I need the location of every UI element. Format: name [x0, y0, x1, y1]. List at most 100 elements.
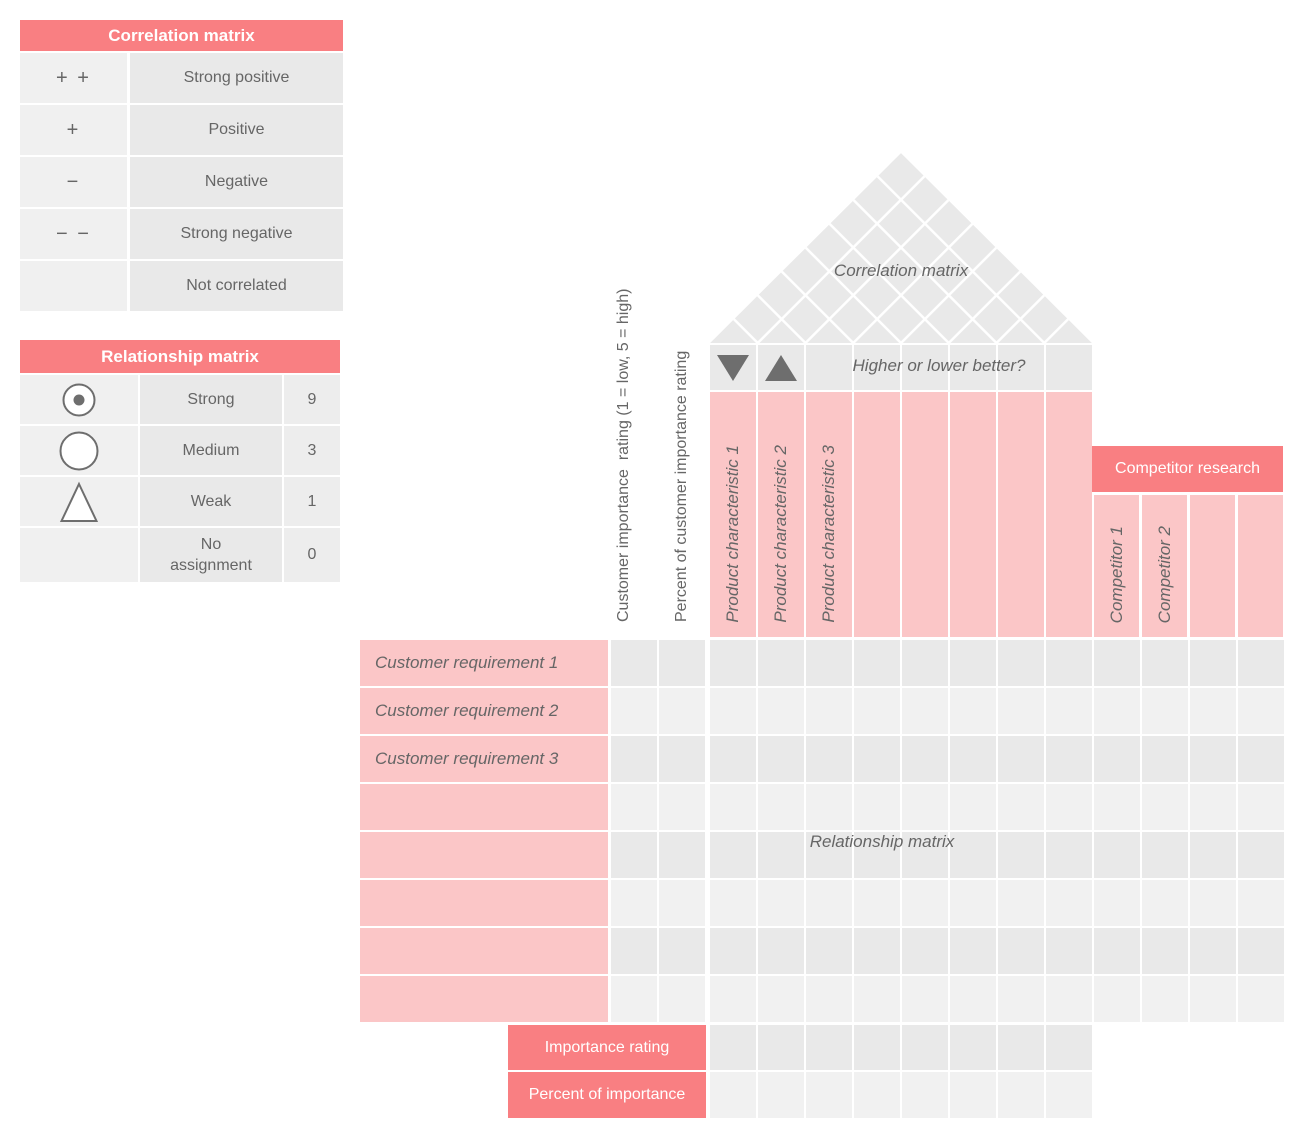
matrix-cell[interactable] [1094, 736, 1140, 782]
direction-cell[interactable] [758, 345, 804, 390]
product-characteristic-column[interactable] [902, 392, 948, 637]
matrix-cell[interactable] [710, 832, 756, 878]
importance-cell[interactable] [758, 1025, 804, 1070]
percent-cell[interactable] [806, 1072, 852, 1118]
matrix-cell[interactable] [1238, 688, 1284, 734]
matrix-cell[interactable] [710, 688, 756, 734]
matrix-cell[interactable] [1142, 880, 1188, 926]
matrix-cell[interactable] [902, 976, 948, 1022]
matrix-cell[interactable] [806, 640, 852, 686]
matrix-cell[interactable] [1142, 736, 1188, 782]
matrix-cell[interactable] [1094, 640, 1140, 686]
matrix-cell[interactable] [902, 688, 948, 734]
matrix-cell[interactable] [1142, 832, 1188, 878]
matrix-cell[interactable] [854, 736, 900, 782]
matrix-cell[interactable] [710, 928, 756, 974]
matrix-cell[interactable] [611, 784, 657, 830]
direction-cell[interactable] [998, 345, 1044, 390]
importance-cell[interactable] [950, 1025, 996, 1070]
matrix-cell[interactable] [1190, 736, 1236, 782]
matrix-cell[interactable] [1238, 736, 1284, 782]
matrix-cell[interactable] [659, 832, 705, 878]
importance-cell[interactable] [1046, 1025, 1092, 1070]
matrix-cell[interactable] [1142, 976, 1188, 1022]
customer-requirement-cell[interactable] [360, 976, 608, 1022]
importance-cell[interactable] [998, 1025, 1044, 1070]
product-characteristic-column[interactable]: Product characteristic 1 [710, 392, 756, 637]
matrix-cell[interactable] [710, 736, 756, 782]
roof-correlation-matrix[interactable] [710, 153, 1092, 343]
matrix-cell[interactable] [1142, 784, 1188, 830]
matrix-cell[interactable] [1046, 880, 1092, 926]
product-characteristic-column[interactable] [1046, 392, 1092, 637]
customer-requirement-cell[interactable]: Customer requirement 1 [360, 640, 608, 686]
matrix-cell[interactable] [611, 976, 657, 1022]
competitor-research-header[interactable]: Competitor research [1092, 446, 1283, 492]
matrix-cell[interactable] [902, 928, 948, 974]
percent-cell[interactable] [902, 1072, 948, 1118]
percent-cell[interactable] [950, 1072, 996, 1118]
matrix-cell[interactable] [1046, 976, 1092, 1022]
matrix-cell[interactable] [1046, 784, 1092, 830]
competitor-column[interactable]: Competitor 2 [1142, 495, 1187, 637]
customer-requirement-cell[interactable] [360, 880, 608, 926]
matrix-cell[interactable] [998, 640, 1044, 686]
customer-requirement-cell[interactable] [360, 928, 608, 974]
matrix-cell[interactable] [854, 640, 900, 686]
matrix-cell[interactable] [1046, 832, 1092, 878]
matrix-cell[interactable] [998, 736, 1044, 782]
matrix-cell[interactable] [659, 976, 705, 1022]
matrix-cell[interactable] [758, 784, 804, 830]
percent-cell[interactable] [854, 1072, 900, 1118]
customer-requirement-cell[interactable] [360, 784, 608, 830]
importance-cell[interactable] [902, 1025, 948, 1070]
direction-cell[interactable] [1046, 345, 1092, 390]
matrix-cell[interactable] [806, 688, 852, 734]
matrix-cell[interactable] [950, 928, 996, 974]
matrix-cell[interactable] [611, 736, 657, 782]
matrix-cell[interactable] [854, 880, 900, 926]
matrix-cell[interactable] [1190, 928, 1236, 974]
matrix-cell[interactable] [659, 928, 705, 974]
matrix-cell[interactable] [998, 928, 1044, 974]
percent-cell[interactable] [758, 1072, 804, 1118]
matrix-cell[interactable] [758, 928, 804, 974]
matrix-cell[interactable] [806, 832, 852, 878]
matrix-cell[interactable] [758, 976, 804, 1022]
matrix-cell[interactable] [998, 832, 1044, 878]
matrix-cell[interactable] [659, 736, 705, 782]
matrix-cell[interactable] [854, 784, 900, 830]
matrix-cell[interactable] [1142, 688, 1188, 734]
matrix-cell[interactable] [1094, 928, 1140, 974]
matrix-cell[interactable] [1238, 640, 1284, 686]
matrix-cell[interactable] [1190, 880, 1236, 926]
importance-cell[interactable] [854, 1025, 900, 1070]
matrix-cell[interactable] [1190, 976, 1236, 1022]
matrix-cell[interactable] [611, 928, 657, 974]
matrix-cell[interactable] [1190, 688, 1236, 734]
matrix-cell[interactable] [854, 688, 900, 734]
matrix-cell[interactable] [854, 928, 900, 974]
matrix-cell[interactable] [950, 736, 996, 782]
matrix-cell[interactable] [758, 832, 804, 878]
matrix-cell[interactable] [998, 784, 1044, 830]
direction-cell[interactable] [854, 345, 900, 390]
matrix-cell[interactable] [1190, 784, 1236, 830]
matrix-cell[interactable] [1238, 976, 1284, 1022]
matrix-cell[interactable] [950, 976, 996, 1022]
matrix-cell[interactable] [710, 880, 756, 926]
matrix-cell[interactable] [902, 640, 948, 686]
matrix-cell[interactable] [806, 736, 852, 782]
matrix-cell[interactable] [1046, 928, 1092, 974]
importance-rating-header[interactable]: Importance rating [508, 1025, 706, 1070]
percent-importance-header[interactable]: Percent of importance [508, 1072, 706, 1118]
customer-requirement-cell[interactable] [360, 832, 608, 878]
matrix-cell[interactable] [902, 880, 948, 926]
matrix-cell[interactable] [1046, 688, 1092, 734]
matrix-cell[interactable] [998, 880, 1044, 926]
competitor-column[interactable] [1190, 495, 1235, 637]
percent-cell[interactable] [1046, 1072, 1092, 1118]
product-characteristic-column[interactable]: Product characteristic 3 [806, 392, 852, 637]
matrix-cell[interactable] [1190, 640, 1236, 686]
matrix-cell[interactable] [710, 976, 756, 1022]
